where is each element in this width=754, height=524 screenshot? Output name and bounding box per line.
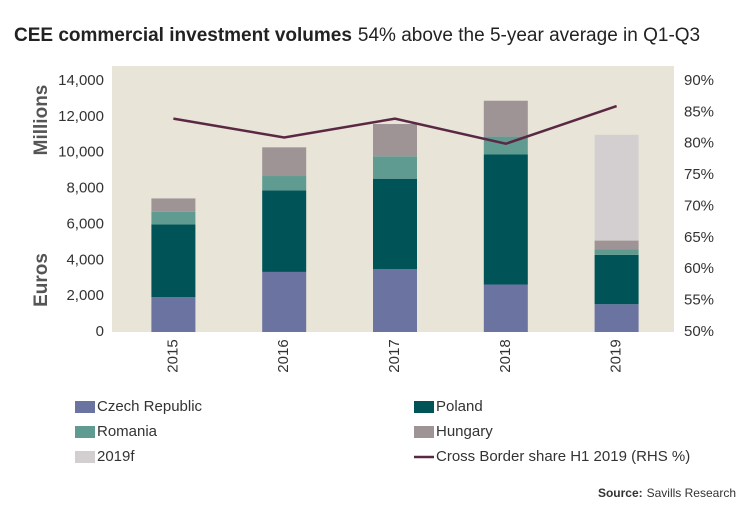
y-axis-label: Millions — [31, 85, 52, 156]
bar-segment — [594, 249, 639, 255]
y-tick-label: 2,000 — [66, 287, 104, 304]
legend-label: 2019f — [97, 448, 135, 465]
source-label: Source: — [598, 486, 643, 500]
legend-swatch — [414, 426, 434, 438]
bar-segment — [483, 154, 528, 285]
bar-segment — [151, 297, 196, 332]
legend-label: Poland — [436, 398, 483, 415]
bar-segment — [373, 156, 417, 179]
y-tick-label: 8,000 — [66, 180, 104, 197]
bar-segment — [373, 178, 417, 270]
bar-segment — [262, 147, 307, 177]
chart-title: CEE commercial investment volumes 54% abo… — [14, 25, 700, 46]
bar-segment — [151, 211, 196, 225]
x-tick-label: 2015 — [164, 339, 181, 372]
bar-segment — [262, 190, 307, 272]
y2-tick-label: 75% — [684, 166, 714, 183]
bar-segment — [594, 134, 639, 241]
legend-swatch — [75, 401, 95, 413]
y2-tick-label: 55% — [684, 292, 714, 309]
x-tick-label: 2016 — [275, 339, 292, 372]
bar-segment — [151, 224, 196, 298]
y2-tick-label: 50% — [684, 323, 714, 340]
legend-swatch — [75, 426, 95, 438]
bar-segment — [373, 124, 417, 157]
x-tick-label: 2017 — [386, 339, 403, 372]
bar-segment — [151, 198, 196, 212]
plot — [151, 100, 639, 332]
y2-tick-label: 80% — [684, 135, 714, 152]
y2-tick-label: 90% — [684, 72, 714, 89]
line-series — [173, 104, 618, 146]
y-tick-label: 12,000 — [58, 108, 104, 125]
x-tick-label: 2019 — [608, 339, 625, 372]
bar-segment — [594, 254, 639, 305]
y2-tick-label: 70% — [684, 197, 714, 214]
bar-segment — [594, 240, 639, 250]
source: Source: Savills Research — [598, 486, 736, 500]
source-text: Savills Research — [647, 486, 736, 500]
legend-swatch — [75, 451, 95, 463]
bar-segment — [262, 271, 307, 332]
y-tick-label: 6,000 — [66, 215, 104, 232]
y-axis-label: Euros — [31, 253, 52, 307]
y2-tick-label: 85% — [684, 103, 714, 120]
bar-segment — [483, 100, 528, 137]
legend-label: Romania — [97, 423, 158, 440]
legend-label: Cross Border share H1 2019 (RHS %) — [436, 448, 690, 465]
y2-tick-label: 60% — [684, 260, 714, 277]
y-tick-label: 4,000 — [66, 251, 104, 268]
y-tick-label: 0 — [96, 323, 104, 340]
x-tick-label: 2018 — [497, 339, 514, 372]
y-tick-label: 14,000 — [58, 72, 104, 89]
legend-label: Czech Republic — [97, 398, 203, 415]
bar-segment — [373, 269, 417, 332]
title: CEE commercial investment volumes — [14, 25, 352, 46]
subtitle: 54% above the 5-year average in Q1-Q3 — [358, 25, 700, 46]
legend-swatch — [414, 401, 434, 413]
y2-tick-label: 65% — [684, 229, 714, 246]
bar-segment — [262, 176, 307, 191]
bar-segment — [594, 304, 639, 332]
y-tick-label: 10,000 — [58, 144, 104, 161]
bar-segment — [483, 284, 528, 332]
legend-label: Hungary — [436, 423, 493, 440]
